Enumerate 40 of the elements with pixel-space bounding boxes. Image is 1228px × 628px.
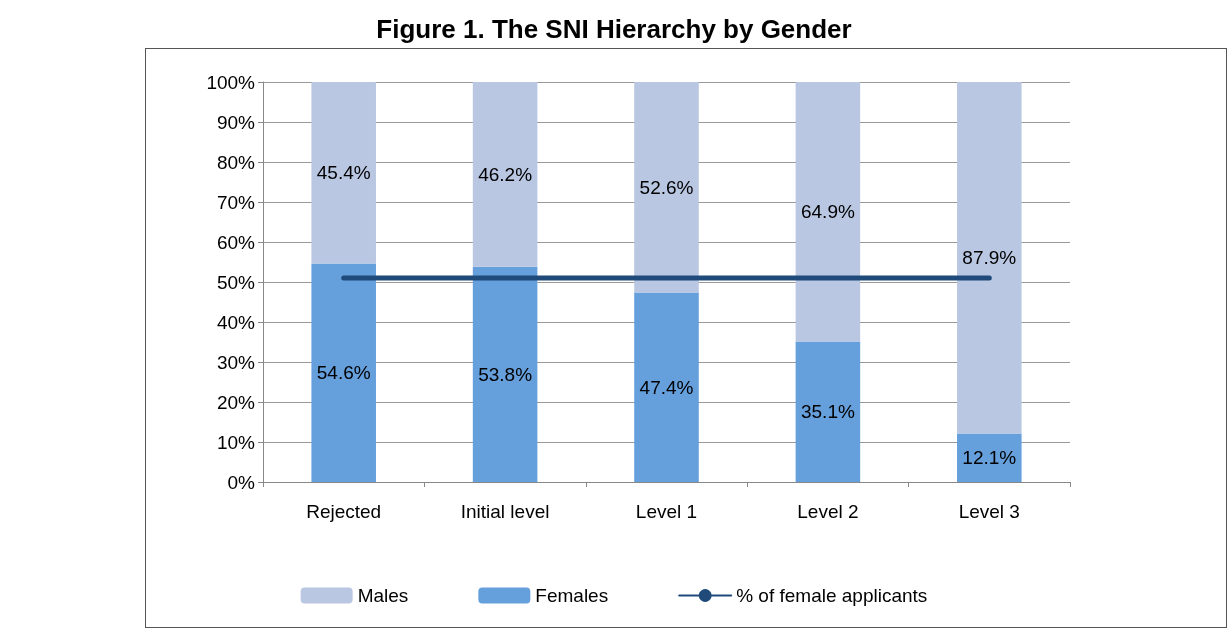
legend-label: Males xyxy=(357,585,409,606)
data-label: 64.9% xyxy=(800,201,855,223)
x-tick-label: Rejected xyxy=(306,501,382,522)
y-tick-label: 50% xyxy=(216,271,256,293)
y-tick-label: 0% xyxy=(227,471,256,493)
bar xyxy=(311,82,376,264)
x-tick-label: Level 3 xyxy=(958,501,1020,522)
y-tick-label: 30% xyxy=(216,351,256,373)
chart-title: Figure 1. The SNI Hierarchy by Gender xyxy=(375,14,853,45)
legend-label: % of female applicants xyxy=(736,585,928,606)
bar xyxy=(472,266,538,482)
y-tick-label: 70% xyxy=(216,191,256,213)
y-tick-label: 90% xyxy=(216,111,256,133)
x-tick-label: Level 1 xyxy=(635,501,698,522)
y-tick-label: 80% xyxy=(216,151,256,173)
legend-label: Females xyxy=(535,585,609,606)
bar xyxy=(634,292,699,482)
x-tick-label: Initial level xyxy=(460,501,550,522)
y-tick-label: 60% xyxy=(216,231,256,253)
bar xyxy=(795,341,861,482)
y-tick-label: 100% xyxy=(206,71,256,93)
data-label: 45.4% xyxy=(316,162,371,184)
y-tick-label: 20% xyxy=(216,391,256,413)
bar xyxy=(795,82,861,342)
data-label: 87.9% xyxy=(962,247,1017,269)
data-label: 35.1% xyxy=(800,401,855,423)
bar xyxy=(472,82,538,267)
bar xyxy=(957,82,1022,434)
data-label: 54.6% xyxy=(316,362,371,384)
data-label: 53.8% xyxy=(478,363,533,385)
bar xyxy=(311,263,376,482)
y-tick-label: 10% xyxy=(216,431,256,453)
bar xyxy=(957,433,1022,482)
data-label: 46.2% xyxy=(478,163,533,185)
data-label: 47.4% xyxy=(639,376,694,398)
data-label: 52.6% xyxy=(639,176,694,198)
data-label: 12.1% xyxy=(962,447,1017,469)
x-tick-label: Level 2 xyxy=(797,501,859,522)
y-tick-label: 40% xyxy=(216,311,256,333)
bar xyxy=(634,82,699,293)
